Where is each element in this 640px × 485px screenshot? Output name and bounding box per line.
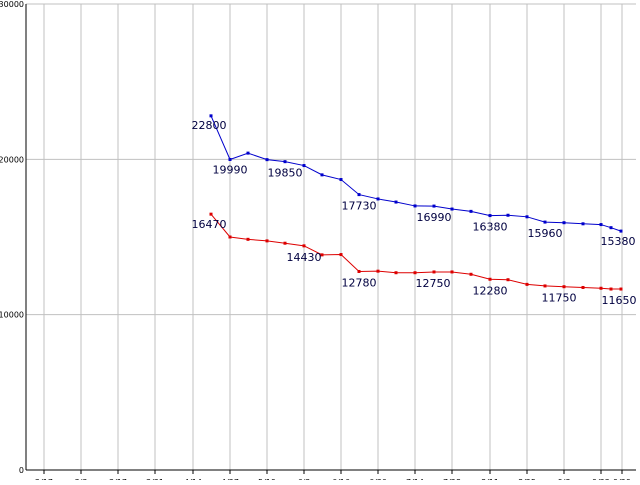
y-tick-label: 0 xyxy=(19,466,24,475)
data-point xyxy=(246,237,250,241)
data-point xyxy=(357,269,361,273)
data-point xyxy=(562,285,566,289)
y-tick-label: 30000 xyxy=(0,0,24,9)
data-point xyxy=(283,241,287,245)
data-label: 11650 xyxy=(602,294,637,307)
data-point xyxy=(525,215,529,219)
data-point xyxy=(506,278,510,282)
data-point xyxy=(413,271,417,275)
data-label: 19850 xyxy=(268,167,303,180)
data-label: 12280 xyxy=(473,284,508,297)
data-label: 15380 xyxy=(601,235,636,248)
series-line-0 xyxy=(210,115,622,232)
data-point xyxy=(619,287,623,291)
data-label: 12780 xyxy=(342,276,377,289)
data-point xyxy=(228,235,232,239)
y-tick-label: 20000 xyxy=(0,155,24,164)
data-point xyxy=(302,244,306,248)
data-point xyxy=(581,222,585,226)
data-point xyxy=(450,207,454,211)
data-point xyxy=(469,272,473,276)
data-label: 14430 xyxy=(287,251,322,264)
data-point xyxy=(246,151,250,155)
data-point xyxy=(432,204,436,208)
data-point xyxy=(488,214,492,218)
data-label: 12750 xyxy=(416,277,451,290)
data-point xyxy=(209,114,213,118)
data-point xyxy=(562,221,566,225)
data-point xyxy=(320,173,324,177)
data-point xyxy=(357,193,361,197)
data-label: 16990 xyxy=(417,211,452,224)
data-point xyxy=(209,212,213,216)
series-layer xyxy=(209,114,623,291)
grid-layer xyxy=(26,3,636,471)
data-label: 17730 xyxy=(342,200,377,213)
data-point xyxy=(302,164,306,168)
data-point xyxy=(339,253,343,257)
data-point xyxy=(506,213,510,217)
data-point xyxy=(488,277,492,281)
data-point xyxy=(450,270,454,274)
data-point xyxy=(609,226,613,230)
data-label: 22800 xyxy=(192,119,227,132)
data-point xyxy=(265,158,269,162)
data-point xyxy=(543,284,547,288)
data-point xyxy=(543,220,547,224)
data-point xyxy=(619,229,623,233)
data-point xyxy=(339,178,343,182)
data-label: 16380 xyxy=(473,221,508,234)
data-label: 11750 xyxy=(542,292,577,305)
series-line-1 xyxy=(210,213,621,290)
data-point xyxy=(581,285,585,289)
data-label: 19990 xyxy=(213,163,248,176)
data-point xyxy=(413,204,417,208)
data-point xyxy=(599,286,603,290)
data-point xyxy=(265,239,269,243)
data-point xyxy=(599,223,603,227)
data-point xyxy=(320,253,324,257)
data-label: 16470 xyxy=(192,218,227,231)
data-point xyxy=(394,200,398,204)
data-point xyxy=(376,269,380,273)
data-point xyxy=(376,197,380,201)
data-point xyxy=(432,270,436,274)
data-label: 15960 xyxy=(528,227,563,240)
data-point xyxy=(469,209,473,213)
data-point xyxy=(609,287,613,291)
y-tick-label: 10000 xyxy=(0,311,24,320)
data-point xyxy=(228,157,232,161)
data-point xyxy=(525,282,529,286)
data-point xyxy=(283,160,287,164)
data-point xyxy=(394,271,398,275)
label-layer: 22800 19990 19850 17730 16990 16380 15960 15380… xyxy=(192,119,637,307)
